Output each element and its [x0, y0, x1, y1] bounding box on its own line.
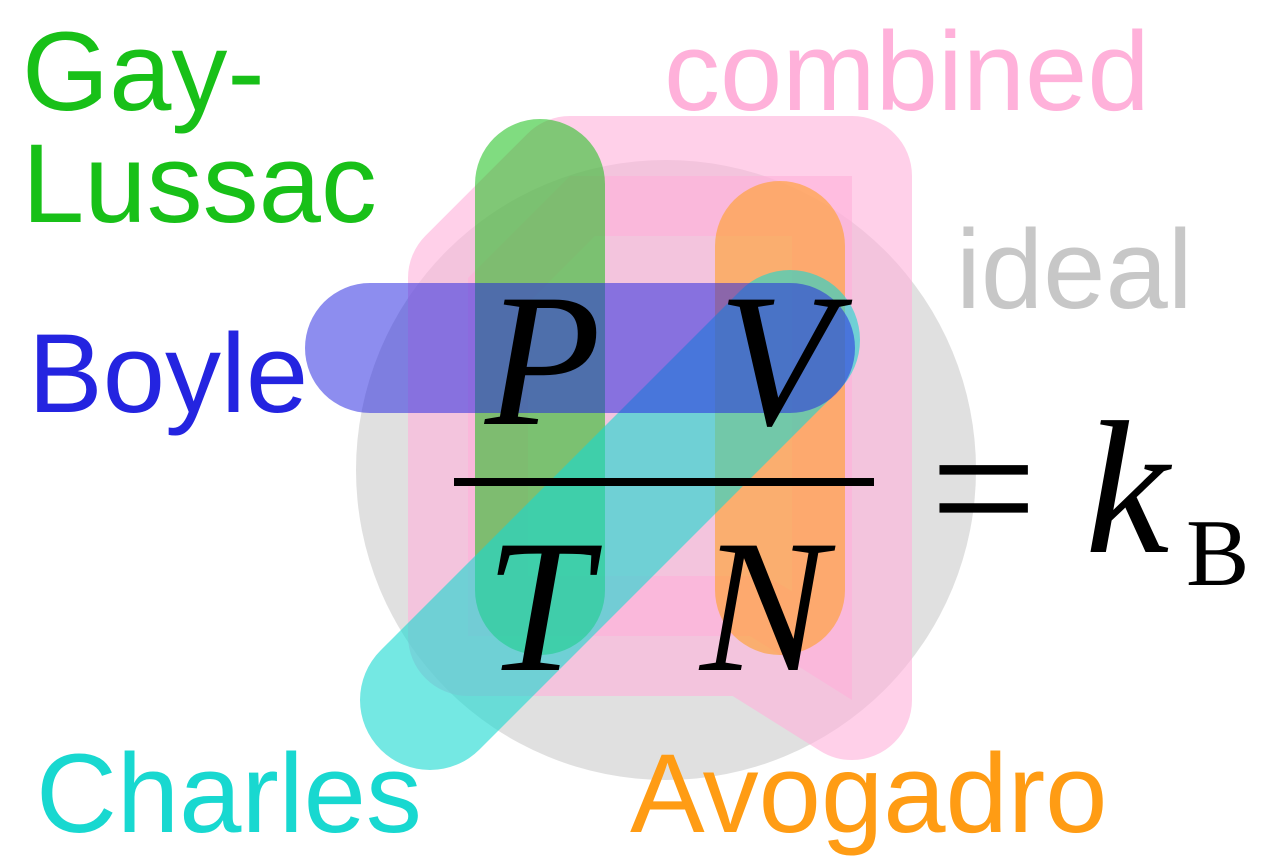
- combined-label: combined: [664, 16, 1150, 128]
- eq-P: P: [485, 252, 601, 470]
- ideal-region: [356, 160, 976, 780]
- gay-lussac-label: Gay- Lussac: [22, 16, 377, 240]
- eq-k: k: [1085, 380, 1169, 598]
- avogadro-label: Avogadro: [630, 738, 1107, 850]
- charles-label: Charles: [36, 738, 422, 850]
- eq-V: V: [718, 252, 834, 470]
- boyle-label: Boyle: [28, 318, 308, 430]
- ideal-label: ideal: [956, 214, 1193, 326]
- eq-N: N: [700, 498, 827, 716]
- eq-T: T: [485, 498, 591, 716]
- eq-equals: =: [930, 380, 1037, 598]
- eq-B-subscript: B: [1186, 498, 1249, 608]
- fraction-bar: [454, 478, 874, 486]
